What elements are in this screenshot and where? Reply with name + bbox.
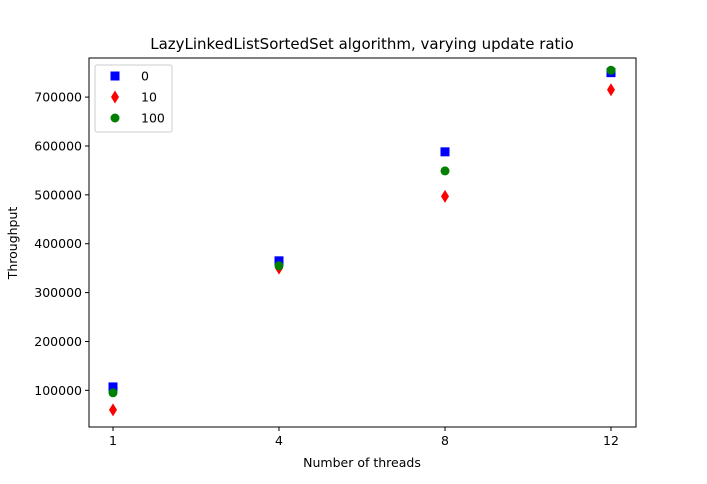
x-axis-label: Number of threads xyxy=(303,455,421,470)
data-point-series-0 xyxy=(274,256,284,266)
data-point-series-100 xyxy=(274,261,284,271)
x-tick-label: 1 xyxy=(109,433,117,448)
data-point-series-10 xyxy=(441,189,449,203)
legend-marker-0 xyxy=(110,71,120,81)
y-tick-label: 200000 xyxy=(34,334,82,349)
y-tick-label: 100000 xyxy=(34,383,82,398)
series-layer xyxy=(108,65,616,417)
y-tick-label: 600000 xyxy=(34,138,82,153)
data-point-series-0 xyxy=(108,382,118,392)
series-100 xyxy=(108,65,616,398)
y-axis: 100000 200000 300000 400000 500000 600000 7000… xyxy=(34,90,89,398)
y-tick-label: 300000 xyxy=(34,285,82,300)
legend: 0 10 100 xyxy=(94,64,173,133)
x-tick-label: 12 xyxy=(603,433,619,448)
data-point-series-100 xyxy=(108,388,118,398)
y-tick-label: 700000 xyxy=(34,90,82,105)
data-point-series-0 xyxy=(440,147,450,157)
chart-title: LazyLinkedListSortedSet algorithm, varyi… xyxy=(150,35,574,53)
legend-label: 100 xyxy=(141,111,165,126)
legend-marker-10 xyxy=(111,90,119,104)
legend-label: 10 xyxy=(141,90,157,105)
data-point-series-100 xyxy=(440,166,450,176)
data-point-series-10 xyxy=(607,83,615,97)
data-point-series-100 xyxy=(606,65,616,75)
y-tick-label: 400000 xyxy=(34,236,82,251)
x-tick-label: 8 xyxy=(441,433,449,448)
legend-marker-100 xyxy=(110,113,120,123)
x-tick-label: 4 xyxy=(275,433,283,448)
data-point-series-10 xyxy=(109,403,117,417)
y-axis-label: Throughput xyxy=(5,207,20,281)
y-tick-label: 500000 xyxy=(34,187,82,202)
plot-area xyxy=(88,57,637,428)
legend-label: 0 xyxy=(141,69,149,84)
x-axis: 1 4 8 12 xyxy=(109,427,619,448)
plot-frame xyxy=(88,57,637,428)
